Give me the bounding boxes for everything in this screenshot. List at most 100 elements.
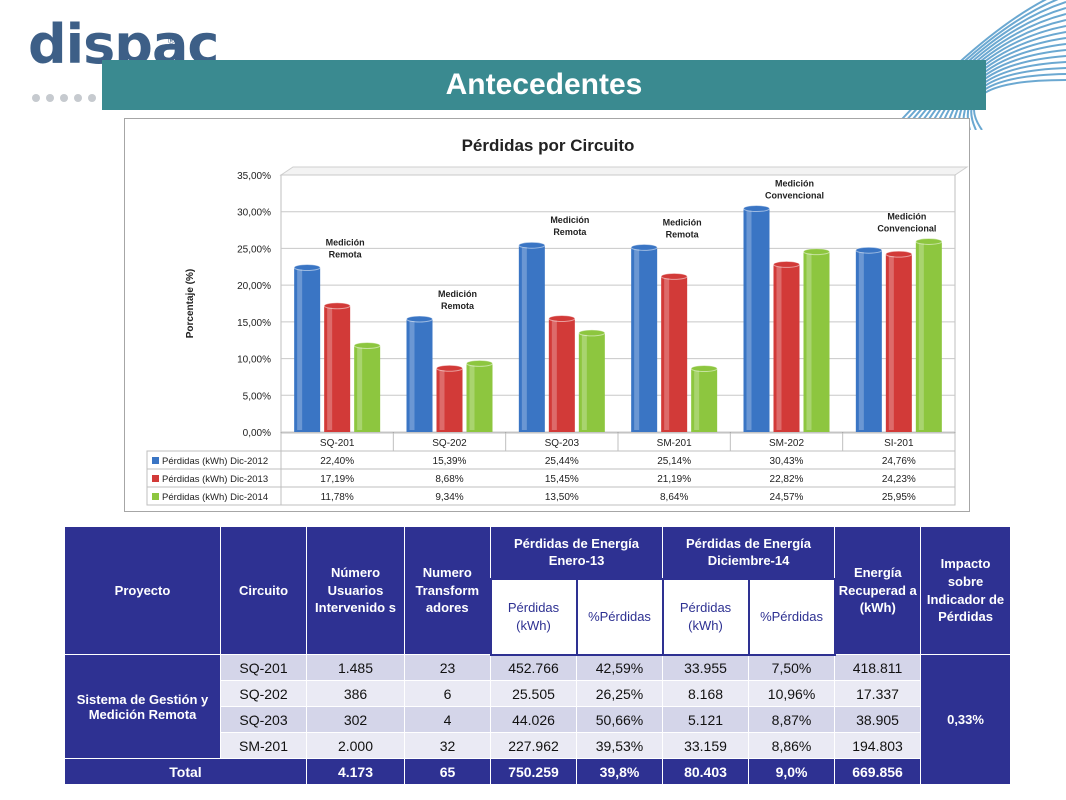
data-label: 24,57% — [770, 492, 804, 503]
bar-highlight — [297, 269, 303, 430]
bar-top — [630, 243, 658, 251]
legend-entry: Pérdidas (kWh) Dic-2014 — [162, 492, 268, 503]
header-perdidas-enero: Pérdidas de Energía Enero-13 — [489, 526, 664, 579]
bar-highlight — [918, 243, 924, 430]
bar-top — [293, 264, 321, 272]
logo-dots — [32, 94, 110, 102]
chart-top-wall — [279, 166, 969, 176]
header-impacto: Impacto sobre Indicador de Pérdidas — [920, 526, 1012, 655]
bar-highlight — [551, 320, 557, 430]
bar-top — [803, 248, 830, 256]
bar-top — [353, 342, 381, 350]
header-energia-recuperada: Energía Recuperad a (kWh) — [834, 526, 922, 655]
cell-circuito: SM-201 — [220, 732, 307, 759]
annotation-label: Remota — [329, 250, 363, 260]
cell-ene-kwh: 25.505 — [490, 680, 577, 707]
cell-ene-pct: 26,25% — [575, 680, 664, 707]
cell-dic-pct: 8,86% — [748, 732, 836, 759]
bar-highlight — [357, 347, 363, 430]
annotation-label: Medición — [663, 217, 702, 227]
project-cell: Sistema de Gestión y Medición Remota — [64, 654, 221, 759]
cell-dic-kwh: 33.159 — [662, 732, 750, 759]
data-label: 8,64% — [660, 492, 688, 503]
annotation-label: Medición — [326, 238, 365, 248]
bar-top — [743, 205, 770, 213]
data-label: 15,45% — [545, 474, 579, 485]
total-dic-pct: 9,0% — [748, 758, 836, 785]
header-proyecto: Proyecto — [64, 526, 221, 655]
subheader-dic-kwh: Pérdidas (kWh) — [661, 577, 750, 656]
cell-recup: 17.337 — [834, 680, 922, 707]
annotation-label: Medición — [775, 179, 814, 189]
bar — [466, 363, 493, 432]
y-tick-label: 0,00% — [243, 428, 271, 439]
bar — [661, 276, 688, 432]
y-tick-label: 10,00% — [237, 355, 271, 366]
chart-canvas: Pérdidas por Circuito 0,00% 5,00% 10,00% 15,… — [146, 136, 969, 506]
data-label: 25,14% — [657, 456, 691, 467]
bar — [354, 345, 381, 432]
bar — [548, 318, 575, 432]
bar — [518, 245, 545, 432]
cell-usuarios: 386 — [306, 680, 405, 707]
bar-top — [548, 315, 576, 323]
subheader-ene-kwh: Pérdidas (kWh) — [489, 577, 578, 656]
legend-swatch — [152, 493, 159, 500]
table-row: SQ-203 302 4 44.026 50,66% 5.121 8,87% 3… — [65, 706, 1011, 733]
cell-recup: 194.803 — [834, 732, 922, 759]
cell-ene-kwh: 452.766 — [490, 654, 577, 681]
legend-entry: Pérdidas (kWh) Dic-2013 — [162, 474, 268, 485]
bar — [691, 368, 718, 432]
annotation-label: Medición — [887, 211, 926, 221]
data-label: 11,78% — [321, 492, 354, 503]
bar-highlight — [746, 210, 752, 430]
x-tick-label: SI-201 — [884, 438, 914, 449]
cell-usuarios: 1.485 — [306, 654, 405, 681]
legend-entry: Pérdidas (kWh) Dic-2012 — [162, 456, 268, 467]
total-transf: 65 — [404, 758, 491, 785]
bar-highlight — [694, 370, 700, 430]
bar-highlight — [806, 253, 812, 430]
bar-highlight — [776, 266, 782, 430]
header-perdidas-diciembre: Pérdidas de Energía Diciembre-14 — [662, 526, 836, 579]
cell-recup: 418.811 — [834, 654, 922, 681]
cell-usuarios: 302 — [306, 706, 405, 733]
bar-top — [436, 364, 463, 372]
cell-transf: 6 — [404, 680, 491, 707]
bar-top — [690, 365, 718, 373]
x-tick-label: SM-201 — [657, 438, 692, 449]
header-usuarios: Número Usuarios Intervenido s — [306, 526, 405, 655]
cell-dic-kwh: 33.955 — [662, 654, 750, 681]
total-usuarios: 4.173 — [306, 758, 405, 785]
bar — [406, 318, 433, 432]
y-tick-label: 20,00% — [237, 281, 271, 292]
bar-highlight — [634, 249, 640, 430]
cell-transf: 32 — [404, 732, 491, 759]
data-label: 13,50% — [545, 492, 579, 503]
bar — [294, 267, 321, 432]
table-row: Sistema de Gestión y Medición Remota SQ-… — [64, 654, 1012, 785]
data-label: 17,19% — [320, 474, 354, 485]
cell-ene-pct: 39,53% — [575, 732, 664, 759]
bar — [631, 247, 658, 432]
data-label: 24,76% — [882, 456, 916, 467]
data-label: 30,43% — [770, 456, 804, 467]
annotation-label: Medición — [438, 289, 477, 299]
annotation-label: Convencional — [765, 191, 824, 201]
annotation-label: Remota — [666, 229, 700, 239]
cell-ene-pct: 50,66% — [575, 706, 664, 733]
cell-dic-kwh: 5.121 — [662, 706, 750, 733]
legend-swatch — [152, 457, 159, 464]
cell-ene-kwh: 44.026 — [490, 706, 577, 733]
bar-highlight — [439, 370, 445, 430]
data-label: 8,68% — [435, 474, 463, 485]
data-label: 24,23% — [882, 474, 916, 485]
bar-top — [323, 302, 351, 310]
data-label: 21,19% — [657, 474, 691, 485]
losses-chart: Pérdidas por Circuito 0,00% 5,00% 10,00% 15,… — [124, 118, 970, 512]
y-axis-label: Porcentaje (%) — [185, 269, 196, 338]
data-label: 25,44% — [545, 456, 579, 467]
bar-top — [660, 272, 688, 280]
y-tick-label: 30,00% — [237, 208, 271, 219]
data-label: 25,95% — [882, 492, 916, 503]
